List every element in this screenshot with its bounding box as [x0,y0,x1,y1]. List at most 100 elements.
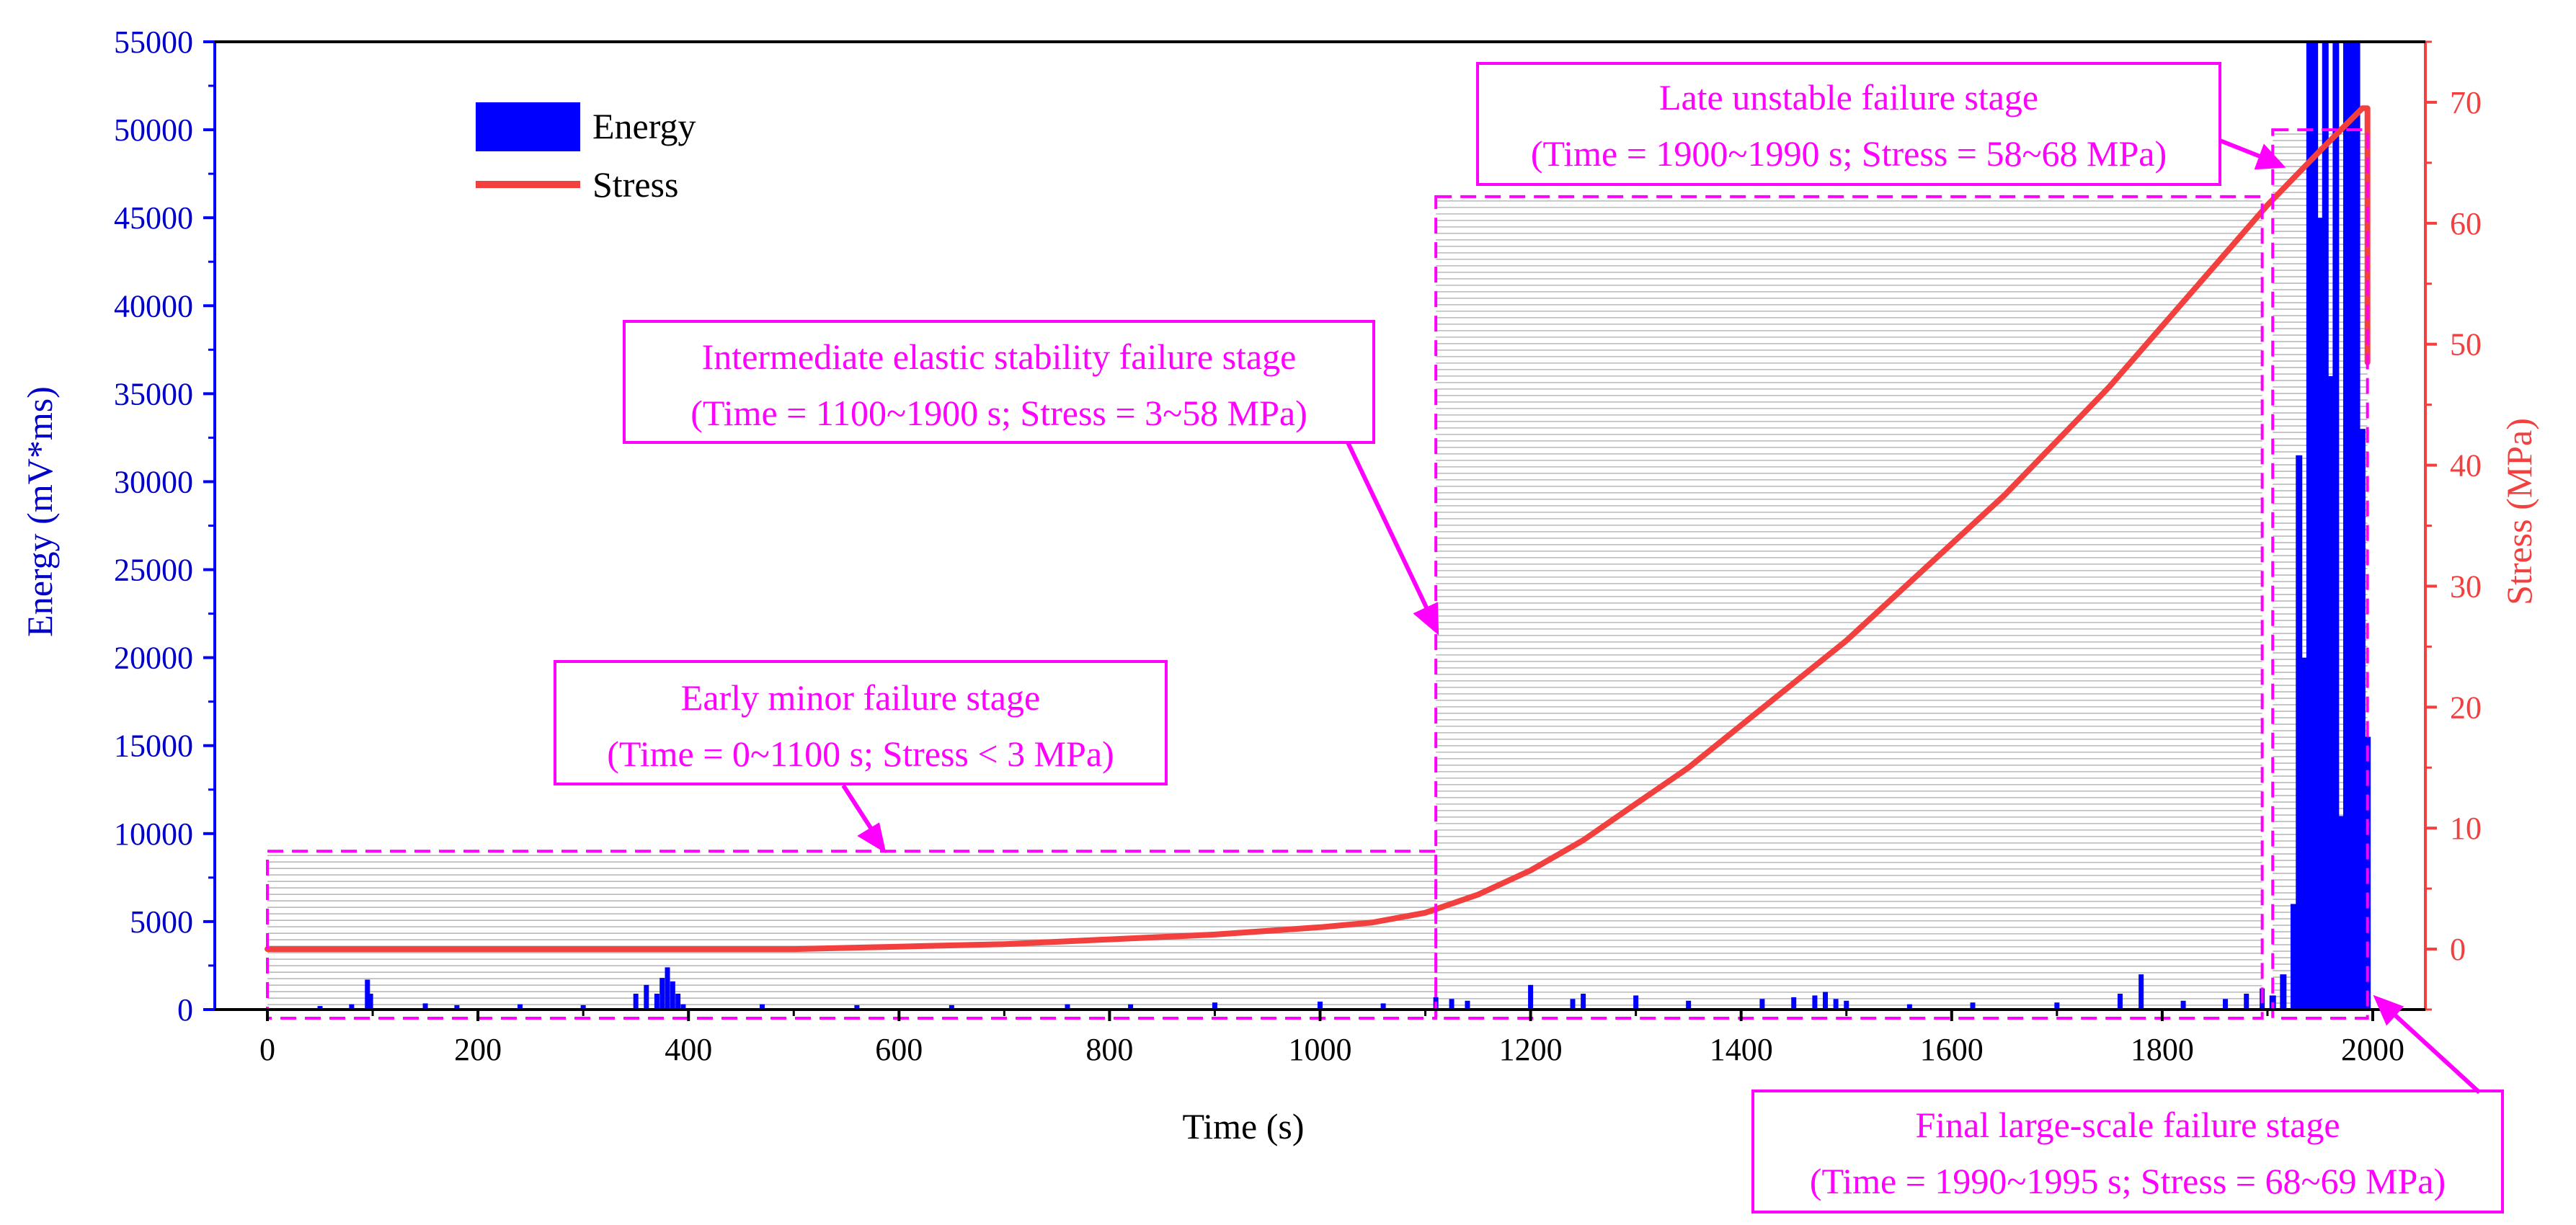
energy-bar [2244,994,2249,1010]
left-y-tick-label: 25000 [114,553,193,588]
x-tick-label: 800 [1085,1032,1133,1067]
energy-bar [2332,42,2340,1010]
left-y-tick-label: 0 [177,992,193,1028]
x-tick-label: 1200 [1499,1032,1563,1067]
energy-bar [1212,1002,1217,1010]
energy-bar [1465,1000,1470,1010]
x-tick-label: 600 [875,1032,923,1067]
energy-bar [1823,992,1829,1010]
annotation-final-title: Final large-scale failure stage [1915,1105,2340,1145]
left-y-tick-label: 10000 [114,816,193,852]
right-y-tick-label: 60 [2450,206,2482,241]
left-y-axis-ticks: 0 5000 10000 15000 20000 25000 30000 35000 40000… [114,24,215,1028]
energy-bar [2342,42,2350,1010]
energy-bar [2138,974,2144,1010]
energy-bar [644,984,649,1010]
annotation-final-stage: Final large-scale failure stage (Time = … [1751,1090,2504,1213]
right-y-tick-label: 0 [2450,932,2466,967]
annotation-late-stage: Late unstable failure stage (Time = 1900… [1476,62,2221,186]
energy-bar [2180,1000,2186,1010]
energy-bar [580,1004,586,1010]
energy-bar [2306,42,2313,1010]
energy-bar [2296,455,2303,1010]
energy-bar [317,1006,323,1010]
energy-bar [1812,995,1818,1010]
right-y-axis-label: Stress (MPa) [2499,418,2539,605]
right-y-axis-ticks: 0 10 20 30 40 50 60 70 [2425,40,2482,1011]
energy-bar [1844,1000,1849,1010]
left-y-tick-label: 30000 [114,464,193,499]
x-tick-label: 1800 [2131,1032,2194,1067]
stage-hatch-fills [267,133,2368,1006]
x-tick-label: 1600 [1920,1032,1984,1067]
energy-bar [2348,42,2355,1010]
annotation-arrows [841,138,2482,1095]
energy-bar [2353,42,2360,1010]
x-tick-label: 2000 [2341,1032,2404,1067]
energy-bar [2322,42,2329,1010]
energy-bar [2290,904,2297,1010]
energy-bar [365,979,370,1010]
energy-bar [2317,218,2324,1010]
energy-bar [633,994,639,1010]
energy-bar [518,1004,523,1010]
right-y-tick-label: 30 [2450,569,2482,604]
energy-bar [1791,997,1797,1010]
right-y-tick-label: 10 [2450,811,2482,846]
energy-bar [1759,999,1765,1010]
energy-bar [2311,42,2319,1010]
stress-line-group [265,105,2371,953]
arrow-late [2219,138,2286,170]
left-y-tick-label: 15000 [114,729,193,764]
right-y-tick-label: 20 [2450,690,2482,725]
right-y-tick-label: 40 [2450,448,2482,484]
stage-frame-0 [266,850,1438,1020]
energy-bar [1380,1003,1386,1010]
right-y-tick-label: 50 [2450,327,2482,362]
energy-bar [2301,657,2308,1010]
energy-bars [317,42,2371,1010]
legend-energy-label: Energy [592,106,696,146]
energy-bar [2280,974,2287,1010]
left-y-tick-label: 50000 [114,112,193,148]
x-tick-label: 1400 [1710,1032,1773,1067]
x-axis-label: Time (s) [1182,1106,1304,1146]
energy-bar [1906,1004,1912,1010]
stage-frames [266,128,2369,1020]
energy-bar [2223,999,2229,1010]
energy-bar [759,1004,765,1010]
energy-bar [654,994,659,1010]
energy-bar [1318,1002,1323,1010]
x-axis-ticks: 0 200 400 600 800 1000 1200 1400 1600 1800 2000 [259,1010,2404,1067]
energy-bar [1581,994,1586,1010]
energy-bar [659,978,665,1010]
x-tick-label: 200 [454,1032,502,1067]
annotation-late-detail: (Time = 1900~1990 s; Stress = 58~68 MPa) [1531,133,2167,174]
x-tick-label: 1000 [1289,1032,1352,1067]
energy-bar [454,1004,460,1010]
energy-bar [1633,995,1639,1010]
energy-bar [670,981,675,1010]
left-y-tick-label: 55000 [114,24,193,60]
energy-bar [1970,1002,1976,1010]
energy-bar [675,994,681,1010]
legend-energy-swatch [476,102,580,151]
left-y-tick-label: 35000 [114,376,193,411]
energy-bar [2054,1002,2060,1010]
legend: Energy Stress [468,94,728,215]
left-y-tick-label: 40000 [114,288,193,324]
left-y-axis-label: Energy (mV*ms) [19,386,60,637]
stress-line [265,105,2371,953]
energy-bar [1128,1004,1134,1010]
energy-bar [1570,999,1576,1010]
legend-stress-label: Stress [592,164,678,205]
energy-bar [368,994,373,1010]
arrow-intermediate [1346,441,1439,636]
stage-hatch-1 [1436,200,2262,1006]
energy-bar [422,1003,428,1010]
energy-bar [665,967,670,1010]
x-tick-label: 0 [259,1032,275,1067]
left-y-tick-label: 5000 [130,904,193,940]
energy-bar [854,1004,860,1010]
